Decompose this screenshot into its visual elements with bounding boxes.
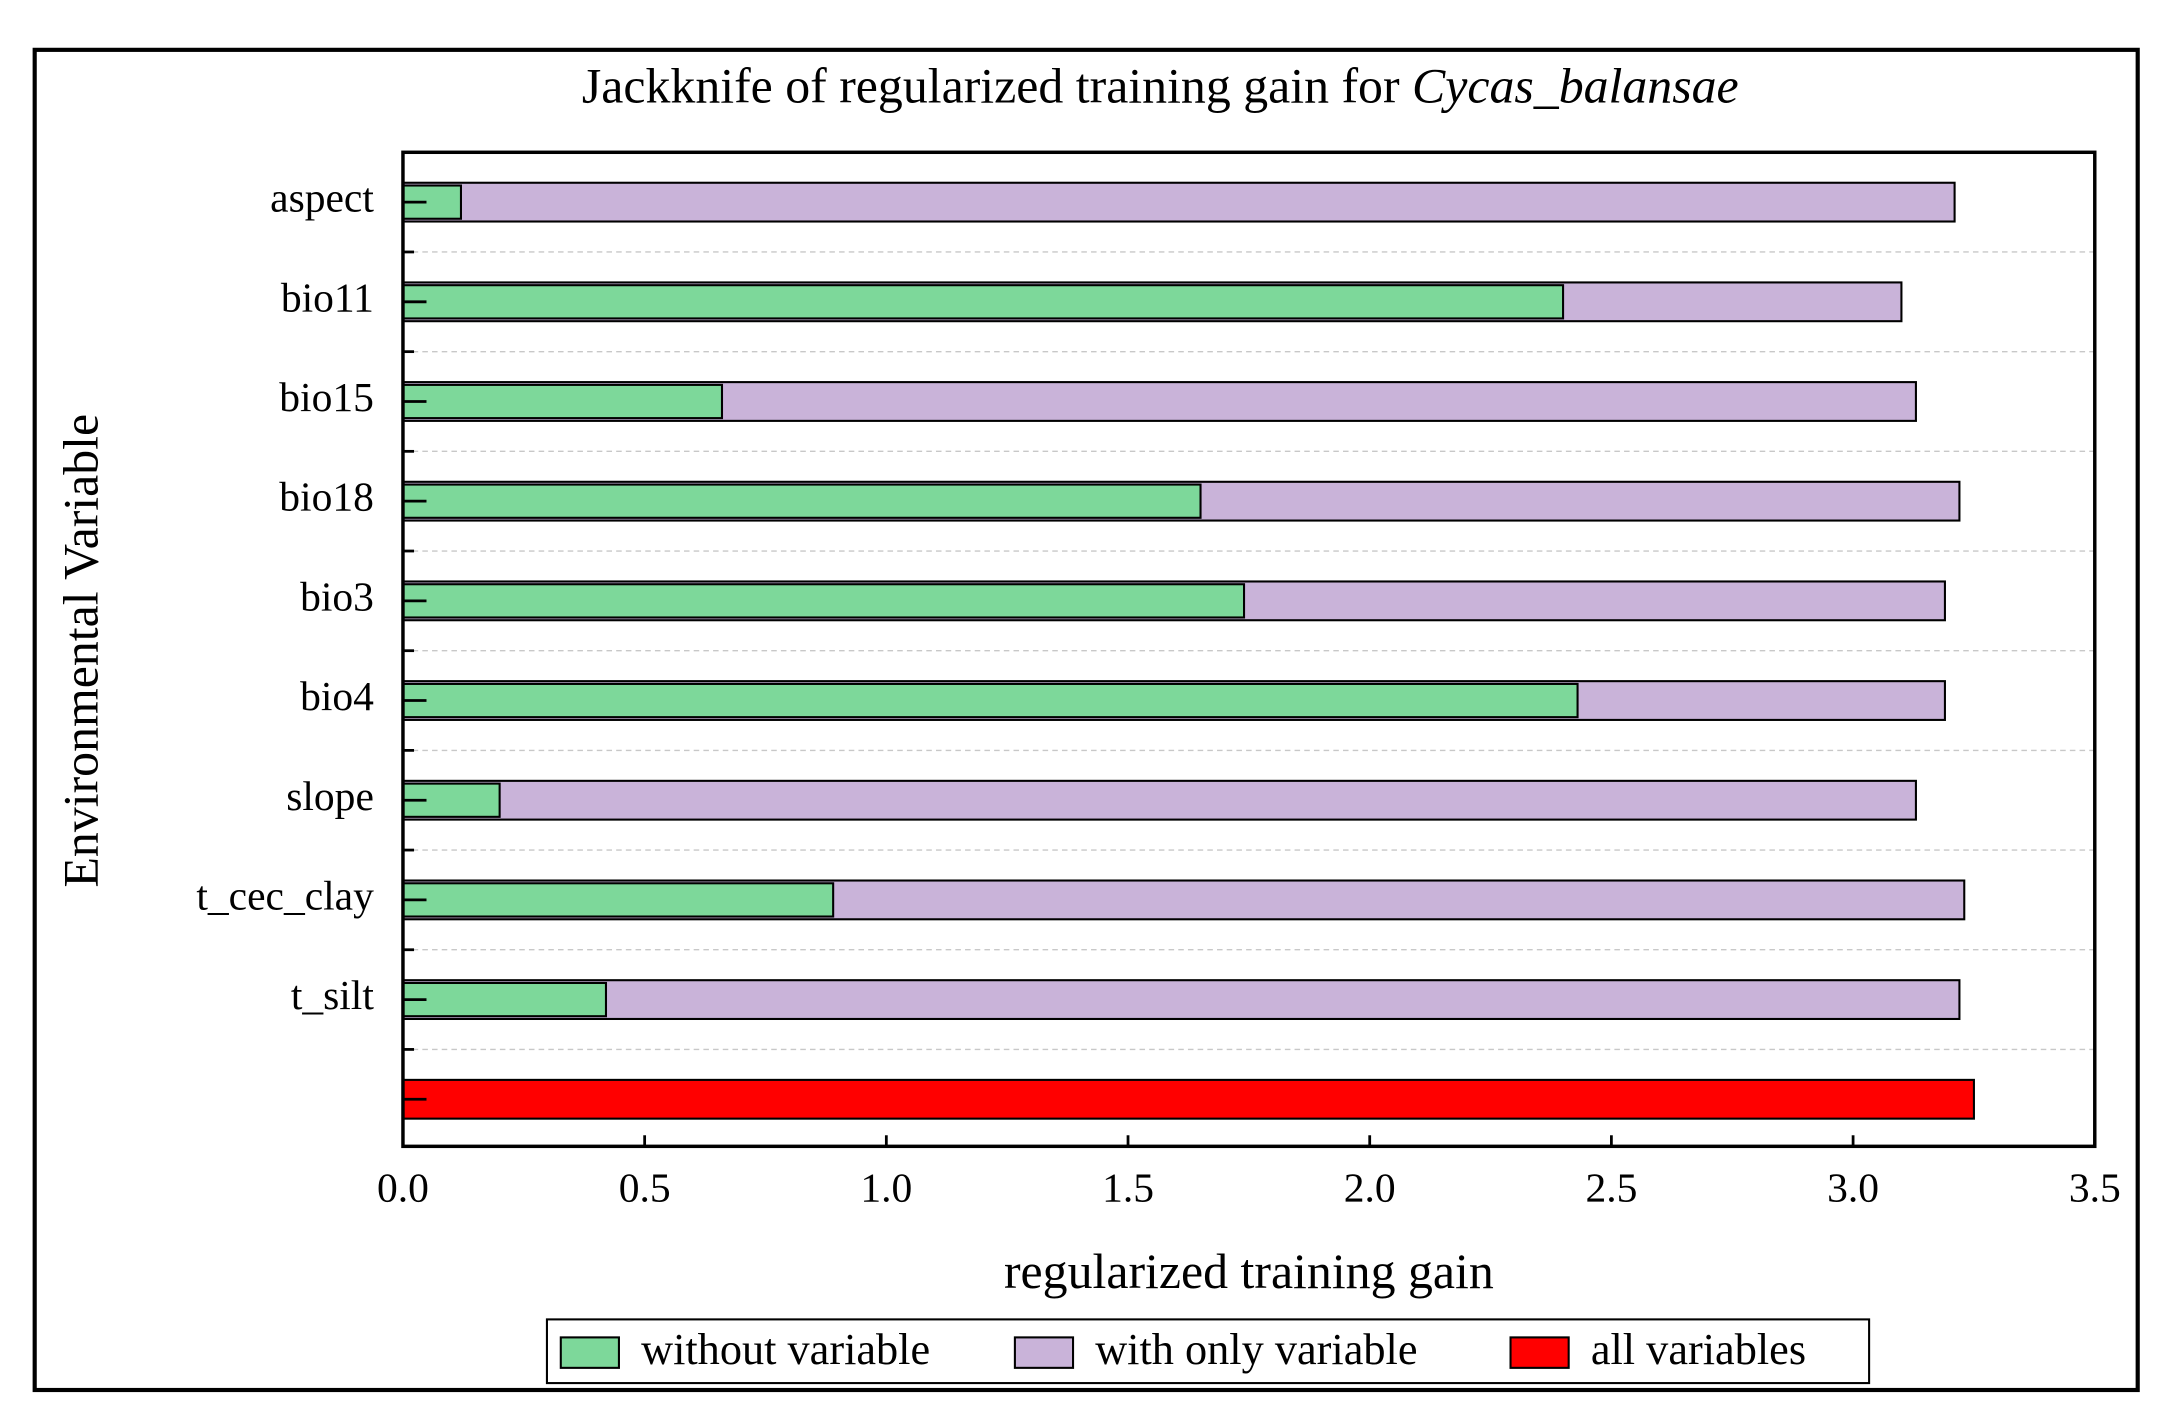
legend-label: without variable	[641, 1325, 930, 1374]
y-tick-label: aspect	[270, 175, 374, 221]
legend-swatch	[1509, 1336, 1570, 1369]
y-tick-label: t_cec_clay	[196, 872, 374, 918]
x-axis-label: regularized training gain	[1004, 1244, 1494, 1299]
x-tick-label: 1.5	[1102, 1165, 1154, 1211]
bar	[401, 483, 1202, 519]
bar	[401, 779, 1917, 821]
x-tick-label: 2.5	[1585, 1165, 1637, 1211]
bar	[401, 1078, 1975, 1120]
bar	[401, 682, 1579, 719]
legend-swatch	[559, 1336, 620, 1369]
bar	[401, 882, 835, 918]
bar	[401, 383, 724, 420]
title-species: Cycas_balansae	[1412, 59, 1739, 114]
x-tick-label: 0.5	[619, 1165, 671, 1211]
title-main: Jackknife of regularized training gain f…	[582, 59, 1400, 114]
bar	[401, 979, 1961, 1021]
legend-swatch	[1013, 1336, 1075, 1369]
y-tick-label: t_silt	[291, 972, 375, 1018]
y-tick-label: bio3	[300, 573, 374, 619]
y-tick-label: bio11	[281, 274, 374, 320]
x-tick-label: 3.5	[2069, 1165, 2121, 1211]
x-tick-label: 3.0	[1827, 1165, 1879, 1211]
plot-frame	[401, 150, 2097, 1149]
x-tick-label: 0.0	[377, 1165, 429, 1211]
bar	[401, 284, 1565, 320]
bar	[401, 583, 1246, 619]
x-tick-label: 2.0	[1344, 1165, 1396, 1211]
y-tick-label: slope	[286, 773, 374, 819]
chart-title: Jackknife of regularized training gain f…	[582, 59, 1739, 114]
x-tick-label: 1.0	[860, 1165, 912, 1211]
y-tick-label: bio18	[279, 474, 374, 520]
y-tick-label: bio15	[279, 374, 374, 420]
bar	[401, 181, 1956, 223]
legend-box	[545, 1318, 1871, 1385]
legend-label: with only variable	[1095, 1325, 1417, 1374]
outer-frame	[32, 47, 2140, 1393]
legend-label: all variables	[1591, 1325, 1806, 1374]
y-tick-label: bio4	[300, 673, 374, 719]
y-axis-label: Environmental Variable	[53, 414, 108, 888]
bar	[401, 981, 608, 1018]
